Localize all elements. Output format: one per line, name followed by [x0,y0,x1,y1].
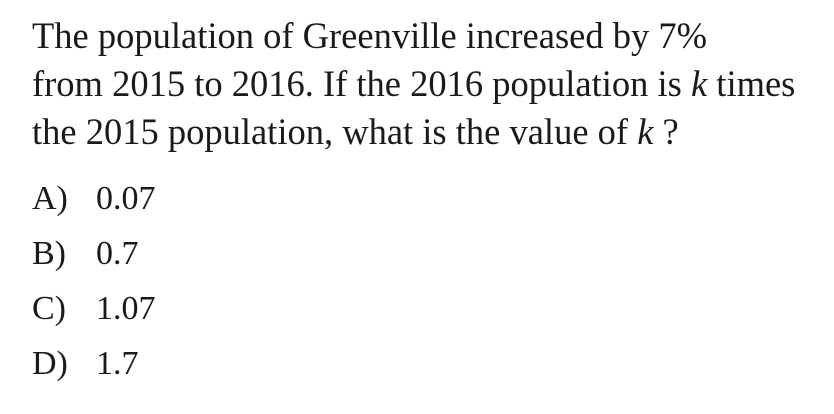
question-line-1: The population of Greenville increased b… [32,12,822,60]
question-text: ? [653,111,679,152]
choice-a[interactable]: A) 0.07 [32,171,156,226]
variable-k: k [690,63,708,104]
choice-letter: B) [32,234,66,272]
question-line-2: from 2015 to 2016. If the 2016 populatio… [32,60,822,108]
variable-k: k [637,111,654,152]
question-text: the 2015 population, what is the value o… [32,111,638,152]
choice-value: 1.7 [96,344,139,382]
question-text: times [707,63,796,104]
choice-value: 1.07 [96,289,156,327]
question-text: from 2015 to 2016. If the 2016 populatio… [32,63,691,104]
choice-c[interactable]: C) 1.07 [32,281,156,336]
choice-letter: A) [32,179,68,217]
choice-letter: C) [32,289,66,327]
choice-value: 0.7 [96,234,139,272]
question-stem: The population of Greenville increased b… [32,12,822,156]
question-text: The population of Greenville increased b… [32,15,708,56]
choice-b[interactable]: B) 0.7 [32,226,156,281]
choice-value: 0.07 [96,179,156,217]
choice-letter: D) [32,344,68,382]
choice-d[interactable]: D) 1.7 [32,336,156,391]
question-line-3: the 2015 population, what is the value o… [32,108,822,156]
answer-choices: A) 0.07 B) 0.7 C) 1.07 D) 1.7 [32,171,156,391]
